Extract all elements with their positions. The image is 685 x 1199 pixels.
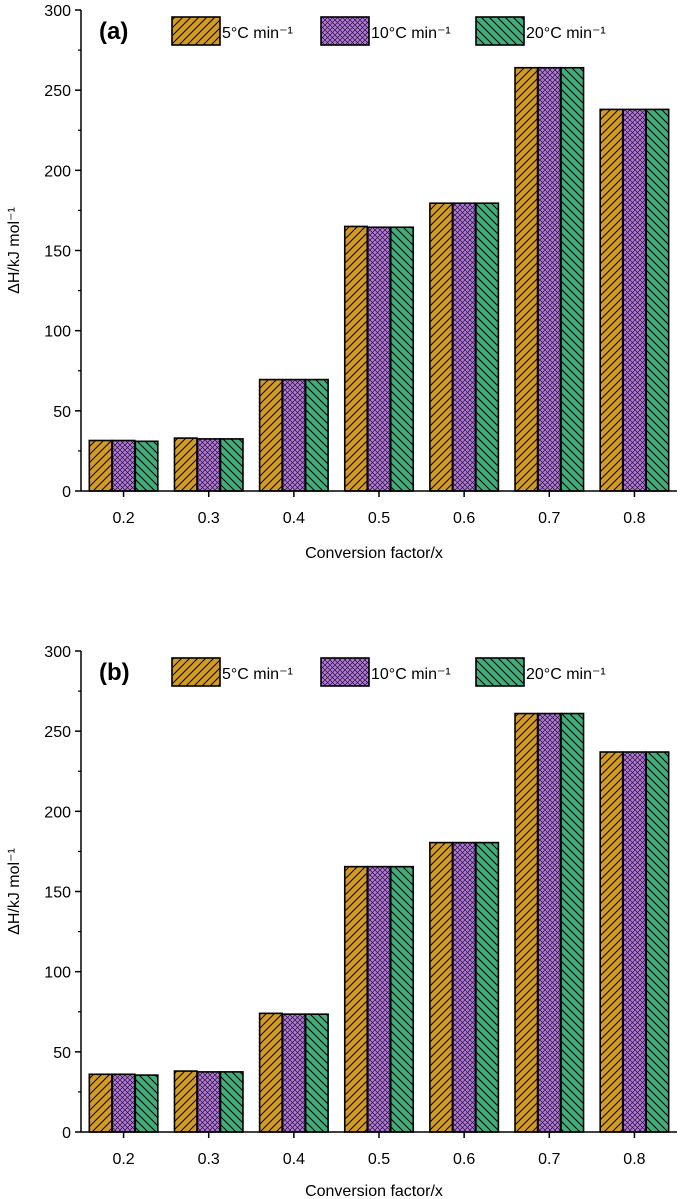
- bar-diagonal-0.2: [88, 439, 113, 492]
- bar-backdiagonal-0.4: [304, 1013, 329, 1133]
- bar-diagonal-0.3: [173, 437, 198, 492]
- bar-crosshatch-0.7: [537, 712, 562, 1133]
- bar-backdiagonal-0.5: [389, 865, 415, 1133]
- bar-backdiagonal-0.8: [645, 751, 670, 1133]
- bar-diagonal-0.8: [599, 751, 624, 1133]
- bar-crosshatch-0.4: [281, 1013, 306, 1133]
- bar-backdiagonal-0.8: [645, 108, 670, 492]
- bar-crosshatch-0.5: [366, 226, 392, 492]
- legend-entry-label: 5°C min⁻¹: [222, 666, 293, 683]
- bar-crosshatch-0.3: [196, 438, 221, 492]
- legend-entry-label: 20°C min⁻¹: [526, 666, 606, 683]
- x-tick-label: 0.8: [623, 510, 645, 527]
- x-tick-label: 0.3: [198, 1151, 220, 1168]
- y-tick-label: 300: [44, 644, 71, 661]
- bar-diagonal-0.5: [343, 225, 369, 492]
- x-tick-label: 0.6: [453, 510, 475, 527]
- bar-backdiagonal-0.3: [219, 438, 244, 492]
- bar-backdiagonal-0.3: [219, 1071, 244, 1133]
- legend-swatch-backdiagonal: [475, 16, 525, 46]
- x-tick-label: 0.5: [368, 1151, 390, 1168]
- y-tick-label: 300: [44, 3, 71, 20]
- bar-crosshatch-0.4: [281, 378, 306, 492]
- bar-backdiagonal-0.6: [475, 202, 500, 492]
- panel-label: (b): [99, 659, 130, 686]
- bar-diagonal-0.8: [599, 108, 624, 492]
- bar-diagonal-0.2: [88, 1073, 113, 1133]
- x-tick-label: 0.4: [283, 1151, 305, 1168]
- y-tick-label: 0: [62, 1125, 71, 1142]
- bar-crosshatch-0.2: [111, 439, 136, 492]
- legend-swatch-diagonal: [171, 16, 221, 46]
- bar-crosshatch-0.3: [196, 1071, 221, 1133]
- y-axis-title: ΔH/kJ mol⁻¹: [6, 207, 23, 294]
- chart-panel-b: 0 50 100 150 200 250 300 0.2 0.3 0.4 0.5 0.6 0.7 0.8 C…: [6, 644, 677, 1199]
- y-tick-label: 100: [44, 965, 71, 982]
- y-tick-label: 250: [44, 83, 71, 100]
- bar-diagonal-0.5: [343, 865, 369, 1133]
- bar-backdiagonal-0.5: [389, 226, 415, 492]
- bar-crosshatch-0.5: [366, 865, 392, 1133]
- y-tick-label: 50: [53, 404, 71, 421]
- bar-crosshatch-0.8: [622, 108, 647, 492]
- bar-diagonal-0.6: [429, 841, 454, 1133]
- y-tick-label: 250: [44, 724, 71, 741]
- bar-diagonal-0.6: [429, 202, 454, 492]
- legend-swatch-backdiagonal: [475, 657, 525, 687]
- y-tick-label: 150: [44, 885, 71, 902]
- legend-entry-label: 5°C min⁻¹: [222, 25, 293, 42]
- bar-backdiagonal-0.6: [475, 841, 500, 1133]
- x-tick-label: 0.3: [198, 510, 220, 527]
- x-axis-title: Conversion factor/x: [305, 1183, 443, 1199]
- panel-label: (a): [99, 18, 128, 45]
- x-tick-label: 0.7: [538, 510, 560, 527]
- bar-diagonal-0.3: [173, 1070, 198, 1133]
- legend-entry-label: 10°C min⁻¹: [371, 25, 451, 42]
- bar-diagonal-0.7: [514, 712, 539, 1133]
- bar-diagonal-0.7: [514, 66, 539, 492]
- bar-backdiagonal-0.7: [560, 712, 585, 1133]
- x-tick-label: 0.2: [112, 1151, 134, 1168]
- y-tick-label: 200: [44, 804, 71, 821]
- x-tick-label: 0.4: [283, 510, 305, 527]
- bar-backdiagonal-0.2: [134, 1074, 159, 1133]
- legend-swatch-crosshatch: [320, 657, 370, 687]
- bar-backdiagonal-0.4: [304, 378, 329, 492]
- legend-entry-label: 20°C min⁻¹: [526, 25, 606, 42]
- bar-crosshatch-0.7: [537, 66, 562, 492]
- y-tick-label: 0: [62, 484, 71, 501]
- y-axis-title: ΔH/kJ mol⁻¹: [6, 848, 23, 935]
- x-axis-title: Conversion factor/x: [305, 545, 443, 562]
- bar-crosshatch-0.8: [622, 751, 647, 1133]
- bar-crosshatch-0.6: [452, 202, 477, 492]
- x-tick-label: 0.5: [368, 510, 390, 527]
- bar-diagonal-0.4: [258, 1012, 283, 1133]
- legend-swatch-diagonal: [171, 657, 221, 687]
- x-tick-label: 0.8: [623, 1151, 645, 1168]
- legend-entry-label: 10°C min⁻¹: [371, 666, 451, 683]
- x-tick-label: 0.7: [538, 1151, 560, 1168]
- y-tick-label: 200: [44, 163, 71, 180]
- bar-diagonal-0.4: [258, 378, 283, 492]
- bar-backdiagonal-0.7: [560, 66, 585, 492]
- bar-crosshatch-0.2: [111, 1073, 136, 1133]
- y-tick-label: 150: [44, 244, 71, 261]
- legend: 5°C min⁻¹ 10°C min⁻¹ 20°C min⁻¹: [171, 657, 606, 687]
- x-tick-label: 0.6: [453, 1151, 475, 1168]
- y-tick-label: 50: [53, 1045, 71, 1062]
- bar-crosshatch-0.6: [452, 841, 477, 1133]
- y-tick-label: 100: [44, 324, 71, 341]
- legend: 5°C min⁻¹ 10°C min⁻¹ 20°C min⁻¹: [171, 16, 606, 46]
- chart-panel-a: 0 50 100 150 200 250 300 0.2 0.3 0.4 0.5 0.6 0.7 0.8 C…: [6, 3, 677, 562]
- bar-backdiagonal-0.2: [134, 440, 159, 492]
- x-tick-label: 0.2: [112, 510, 134, 527]
- legend-swatch-crosshatch: [320, 16, 370, 46]
